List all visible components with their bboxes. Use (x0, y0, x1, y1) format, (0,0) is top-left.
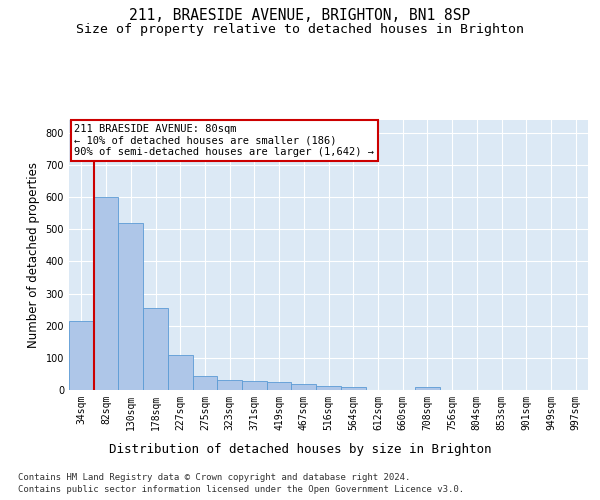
Bar (168, 354, 193, 390)
Text: 211, BRAESIDE AVENUE, BRIGHTON, BN1 8SP: 211, BRAESIDE AVENUE, BRIGHTON, BN1 8SP (130, 8, 470, 22)
Bar (69, 321, 94, 390)
Bar (193, 376, 217, 390)
Bar (143, 308, 168, 390)
Bar (341, 388, 365, 390)
Bar (267, 382, 292, 390)
Text: Size of property relative to detached houses in Brighton: Size of property relative to detached ho… (76, 22, 524, 36)
Bar (415, 388, 440, 390)
Text: Distribution of detached houses by size in Brighton: Distribution of detached houses by size … (109, 442, 491, 456)
Bar (217, 380, 242, 390)
Bar (316, 386, 341, 390)
Text: Contains HM Land Registry data © Crown copyright and database right 2024.: Contains HM Land Registry data © Crown c… (18, 472, 410, 482)
Text: 211 BRAESIDE AVENUE: 80sqm
← 10% of detached houses are smaller (186)
90% of sem: 211 BRAESIDE AVENUE: 80sqm ← 10% of deta… (74, 124, 374, 157)
Bar (94, 197, 118, 390)
Bar (118, 223, 143, 390)
Text: Contains public sector information licensed under the Open Government Licence v3: Contains public sector information licen… (18, 485, 464, 494)
Bar (242, 382, 267, 390)
Bar (292, 384, 316, 390)
Y-axis label: Number of detached properties: Number of detached properties (27, 162, 40, 348)
